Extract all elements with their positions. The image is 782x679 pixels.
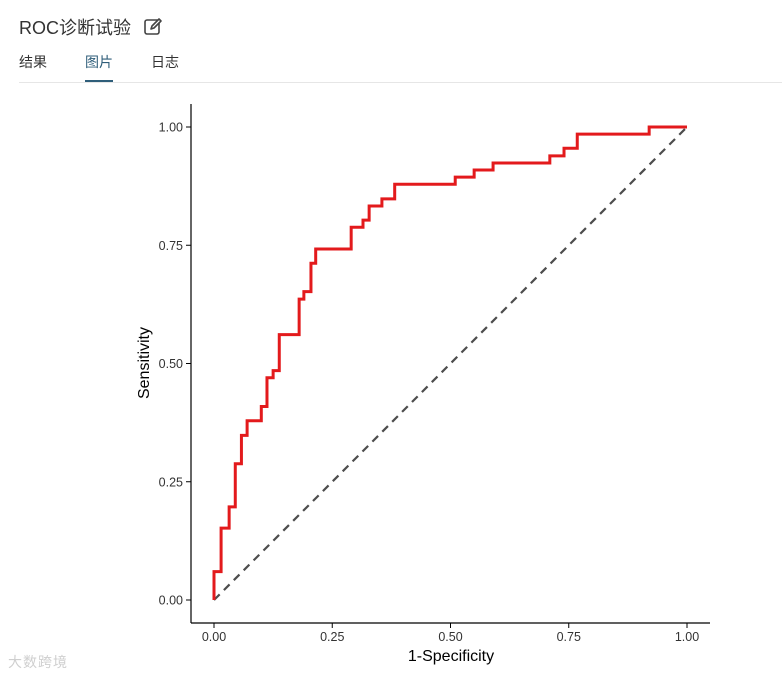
roc-curve-line [212,125,687,600]
tab-bar: 结果 图片 日志 [19,52,217,82]
y-axis-label: Sensitivity [136,327,153,399]
tab-divider [19,82,782,83]
page-title: ROC诊断试验 [19,18,131,38]
y-tick-label: 0.25 [159,475,183,489]
tab-log[interactable]: 日志 [151,54,179,70]
x-tick-label: 0.75 [557,630,581,644]
tab-images[interactable]: 图片 [85,52,113,82]
y-axis-ticks: 0.00 0.25 0.50 0.75 1.00 [159,121,191,608]
x-axis-ticks: 0.00 0.25 0.50 0.75 1.00 [202,623,699,644]
x-axis-label: 1-Specificity [408,648,494,665]
y-tick-label: 1.00 [159,121,183,135]
pencil-edit-icon[interactable] [142,16,164,38]
x-tick-label: 1.00 [675,630,699,644]
y-tick-label: 0.50 [159,357,183,371]
y-tick-label: 0.00 [159,594,183,608]
series-layer [212,125,688,601]
tab-results[interactable]: 结果 [19,54,47,70]
x-tick-label: 0.50 [438,630,462,644]
watermark: 大数跨境 [8,654,68,670]
y-tick-label: 0.75 [159,239,183,253]
header: ROC诊断试验 [19,14,164,40]
x-tick-label: 0.25 [320,630,344,644]
x-tick-label: 0.00 [202,630,226,644]
reference-diagonal-line [213,126,688,601]
